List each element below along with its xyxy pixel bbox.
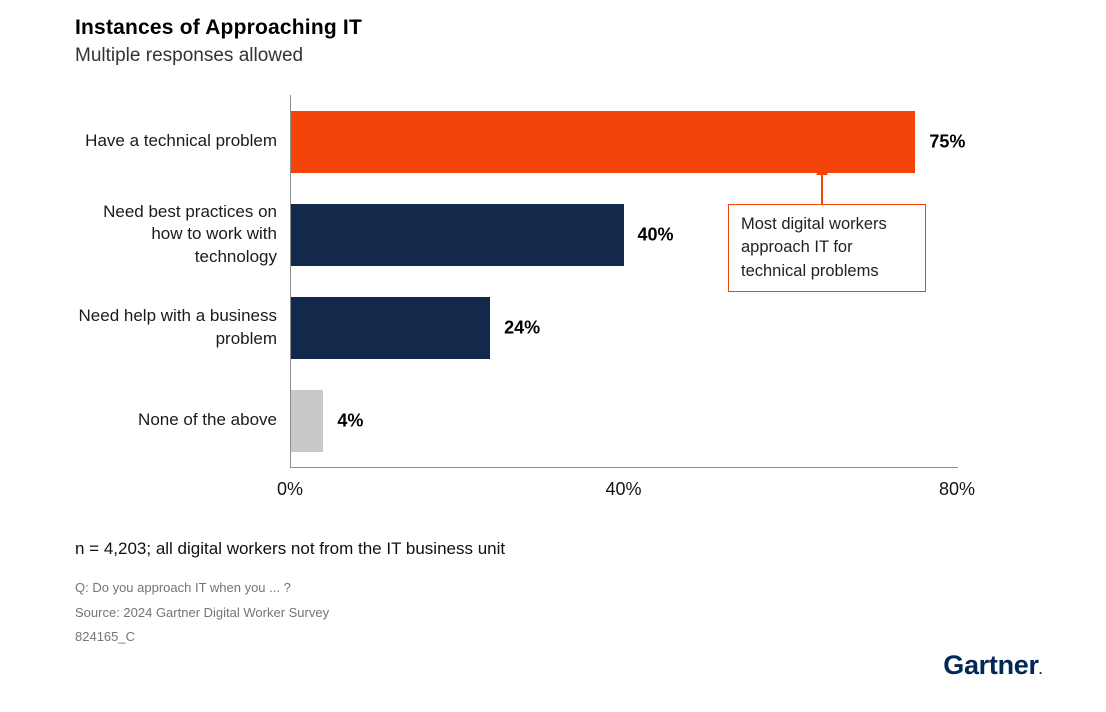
sample-note: n = 4,203; all digital workers not from … [75,539,506,558]
annotation-callout: Most digital workers approach IT for tec… [728,204,926,293]
bar-row: Need help with a business problem 24% [75,281,957,374]
footnote-source: Source: 2024 Gartner Digital Worker Surv… [75,604,330,620]
bar-row: Need best practices on how to work with … [75,188,957,281]
footnotes: Q: Do you approach IT when you ... ? Sou… [75,576,1106,650]
value-label: 4% [337,410,364,430]
bar-track: 40% [290,203,957,266]
category-label: Need help with a business problem [78,306,277,348]
category-label: Have a technical problem [85,131,277,151]
gartner-logo-text: Gartner [943,650,1039,680]
gartner-logo: Gartner. [943,650,1042,681]
chart-title: Instances of Approaching IT [75,16,362,39]
bar-chart: Have a technical problem 75% Need best pra… [75,95,1035,509]
bar [290,110,916,173]
footnote-id: 824165_C [75,629,135,645]
bar-track: 75% [290,110,965,173]
y-axis-line [290,95,291,467]
bar [290,203,624,266]
annotation-arrow-head [816,165,828,175]
footnote-question: Q: Do you approach IT when you ... ? [75,580,291,595]
gartner-logo-mark: . [1038,662,1043,677]
value-label: 40% [637,224,674,244]
bar-track: 4% [290,389,957,452]
bar-row: None of the above 4% [75,374,957,467]
category-label: None of the above [138,410,277,430]
bar [290,296,491,359]
category-label: Need best practices on how to work with … [103,201,277,266]
chart-subtitle: Multiple responses allowed [75,45,304,66]
bar [290,389,324,452]
bar-rows: Have a technical problem 75% Need best pra… [75,95,965,467]
chart-header: Instances of Approaching IT Multiple res… [0,0,1106,67]
annotation-arrow-line [821,175,823,204]
x-axis-line [290,467,958,468]
value-label: 24% [504,317,541,337]
bar-row: Have a technical problem 75% [75,95,965,188]
value-label: 75% [929,131,966,151]
x-tick-label: 80% [938,479,976,499]
bar-track: 24% [290,296,957,359]
x-tick-label: 0% [276,479,304,499]
x-tick-label: 40% [605,479,642,499]
